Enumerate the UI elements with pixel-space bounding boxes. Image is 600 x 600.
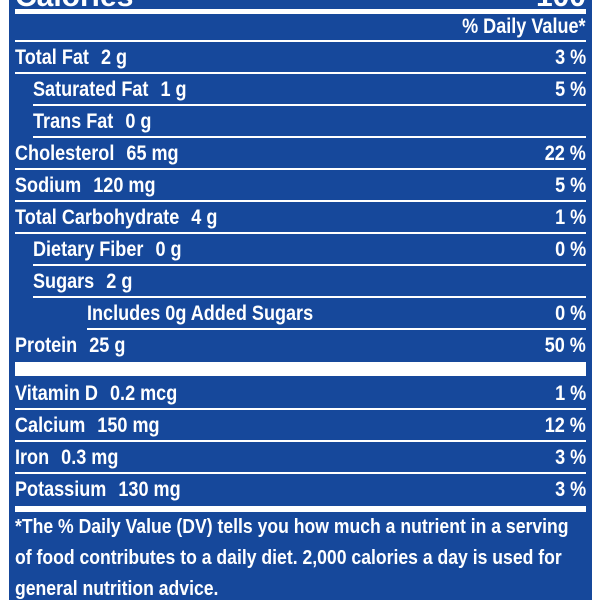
- nutrient-name: Protein: [15, 334, 78, 357]
- vitamin-row-potassium: Potassium 130 mg 3 %: [15, 474, 586, 506]
- nutrient-dv: 5 %: [554, 78, 586, 101]
- row-divider: [15, 72, 586, 74]
- nutrient-dv: 0 %: [554, 302, 586, 325]
- row-divider: [33, 104, 586, 106]
- vitamin-dv: 12 %: [544, 414, 586, 437]
- nutrient-row-total-fat: Total Fat 2 g 3 %: [15, 42, 586, 74]
- vitamin-name: Vitamin D: [15, 382, 98, 405]
- nutrient-amount: 25 g: [89, 334, 126, 357]
- nutrient-row-sugars: Sugars 2 g: [15, 266, 586, 298]
- header-divider: [15, 40, 586, 42]
- nutrient-name: Dietary Fiber: [33, 238, 144, 261]
- row-divider: [87, 328, 586, 330]
- nutrient-dv: 22 %: [544, 142, 586, 165]
- nutrient-row-trans-fat: Trans Fat 0 g: [15, 106, 586, 138]
- thick-divider: [15, 362, 586, 376]
- row-divider: [15, 200, 586, 202]
- vitamin-row-iron: Iron 0.3 mg 3 %: [15, 442, 586, 474]
- nutrient-name: Total Carbohydrate: [15, 206, 180, 229]
- nutrient-name: Sodium: [15, 174, 82, 197]
- nutrition-facts-panel: Calories 100 % Daily Value* Total Fat 2 g…: [9, 0, 592, 600]
- nutrient-dv: 5 %: [554, 174, 586, 197]
- vitamin-amount: 0.3 mg: [61, 446, 119, 469]
- nutrient-name: Cholesterol: [15, 142, 115, 165]
- row-divider: [15, 168, 586, 170]
- nutrient-row-cholesterol: Cholesterol 65 mg 22 %: [15, 138, 586, 170]
- row-divider: [33, 296, 586, 298]
- nutrient-dv: 50 %: [544, 334, 586, 357]
- calories-label: Calories: [15, 0, 133, 13]
- nutrient-name: Sugars: [33, 270, 95, 293]
- daily-value-header: % Daily Value*: [462, 15, 586, 38]
- nutrient-row-added-sugars: Includes 0g Added Sugars 0 %: [15, 298, 586, 330]
- row-divider: [15, 440, 586, 442]
- nutrient-amount: 65 mg: [126, 142, 179, 165]
- thick-divider: [15, 9, 586, 14]
- vitamin-amount: 130 mg: [118, 478, 181, 501]
- vitamin-row-vitamin-d: Vitamin D 0.2 mcg 1 %: [15, 378, 586, 410]
- nutrient-name: Saturated Fat: [33, 78, 149, 101]
- nutrient-amount: 0 g: [125, 110, 152, 133]
- vitamin-name: Calcium: [15, 414, 86, 437]
- nutrient-dv: 0 %: [554, 238, 586, 261]
- row-divider: [15, 232, 586, 234]
- thick-divider: [15, 506, 586, 512]
- vitamin-row-calcium: Calcium 150 mg 12 %: [15, 410, 586, 442]
- nutrient-dv: 1 %: [554, 206, 586, 229]
- vitamin-name: Potassium: [15, 478, 107, 501]
- nutrient-amount: 1 g: [160, 78, 187, 101]
- nutrient-row-sodium: Sodium 120 mg 5 %: [15, 170, 586, 202]
- vitamin-dv: 3 %: [554, 478, 586, 501]
- daily-value-footnote: *The % Daily Value (DV) tells you how mu…: [15, 516, 569, 600]
- nutrient-amount: 0 g: [155, 238, 182, 261]
- nutrient-name: Includes 0g Added Sugars: [87, 302, 314, 325]
- nutrient-amount: 4 g: [191, 206, 218, 229]
- nutrient-row-protein: Protein 25 g 50 %: [15, 330, 586, 362]
- nutrient-row-total-carbohydrate: Total Carbohydrate 4 g 1 %: [15, 202, 586, 234]
- vitamin-dv: 1 %: [554, 382, 586, 405]
- row-divider: [15, 472, 586, 474]
- vitamin-amount: 0.2 mcg: [110, 382, 178, 405]
- nutrient-amount: 2 g: [106, 270, 133, 293]
- calories-value: 100: [536, 0, 586, 12]
- calories-row: Calories 100: [15, 0, 586, 12]
- row-divider: [33, 264, 586, 266]
- nutrient-row-dietary-fiber: Dietary Fiber 0 g 0 %: [15, 234, 586, 266]
- nutrient-name: Trans Fat: [33, 110, 114, 133]
- vitamin-name: Iron: [15, 446, 50, 469]
- nutrient-dv: 3 %: [554, 46, 586, 69]
- row-divider: [33, 136, 586, 138]
- nutrient-name: Total Fat: [15, 46, 89, 69]
- nutrient-amount: 2 g: [100, 46, 128, 69]
- vitamin-dv: 3 %: [554, 446, 586, 469]
- row-divider: [15, 408, 586, 410]
- nutrient-row-saturated-fat: Saturated Fat 1 g 5 %: [15, 74, 586, 106]
- vitamin-amount: 150 mg: [97, 414, 160, 437]
- nutrient-amount: 120 mg: [93, 174, 156, 197]
